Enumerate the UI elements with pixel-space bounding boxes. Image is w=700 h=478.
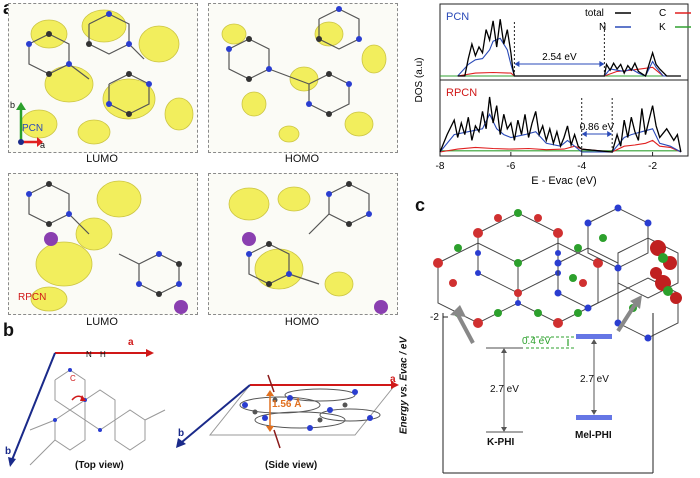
legend-label-c: C xyxy=(659,8,666,19)
atom-h-label: H xyxy=(100,350,106,359)
legend-label-total: total xyxy=(585,8,604,19)
dos-chart: -8 -6 -4 -2 E - Evac (eV) DOS (a.u) total C N K 2.… xyxy=(414,3,691,187)
legend-label-n: N xyxy=(599,22,606,33)
gap-arrowhead-right xyxy=(599,61,605,67)
panel-b-letter: b xyxy=(3,320,14,340)
energy-axis-label: Energy vs. Evac / eV xyxy=(398,336,410,435)
atom-c-label: C xyxy=(70,374,76,383)
side-axis-a-label: a xyxy=(390,374,396,385)
x-tick-label: -2 xyxy=(648,161,657,172)
dos-series-pcn-c xyxy=(457,66,681,77)
side-axis-b-label: b xyxy=(178,428,185,439)
axis-b-label: b xyxy=(10,100,16,110)
legend-label-k: K xyxy=(659,22,666,33)
energy-axis-label-wrap: Energy vs. Evac / eV xyxy=(394,310,410,470)
lumo-caption-top: LUMO xyxy=(86,153,118,165)
rpcn-lumo-structure xyxy=(8,173,198,315)
kphi-gap-label: 2.7 eV xyxy=(490,384,519,395)
panel-c-letter: c xyxy=(415,195,426,215)
panel-name-pcn: PCN xyxy=(446,11,469,23)
panel-name-rpcn: RPCN xyxy=(446,87,477,99)
offset-label: 0.4 eV xyxy=(522,336,551,347)
pcn-homo-isosurface xyxy=(221,6,387,143)
distance-label: 1.56 Å xyxy=(272,399,302,410)
gap-arrowhead-left xyxy=(514,61,520,67)
top-axis-a-label: a xyxy=(128,337,134,348)
top-view-caption: (Top view) xyxy=(75,460,124,471)
gap-arrowhead-right xyxy=(607,131,613,137)
x-tick-label: -8 xyxy=(436,161,445,172)
gap-arrowhead-left xyxy=(581,131,587,137)
gap-label-pcn: 2.54 eV xyxy=(542,52,577,63)
homo-caption-top: HOMO xyxy=(284,153,320,165)
pcn-lumo-isosurface xyxy=(20,9,194,145)
x-axis-label: E - Evac (eV) xyxy=(531,175,596,187)
top-view-diagram xyxy=(8,349,166,467)
side-view-diagram xyxy=(176,374,399,449)
dos-series-rpcn-c xyxy=(439,139,682,153)
melphi-structure xyxy=(554,204,682,342)
rpcn-homo-isosurface xyxy=(228,181,388,314)
dos-series-rpcn-total xyxy=(439,96,682,153)
axis-a-label: a xyxy=(40,140,46,150)
rpcn-lumo-isosurface xyxy=(26,180,188,314)
pcn-homo-structure xyxy=(208,3,398,153)
y-axis-label: DOS (a.u) xyxy=(414,57,425,102)
rpcn-tag: RPCN xyxy=(18,292,47,303)
melphi-gap-label: 2.7 eV xyxy=(580,374,609,385)
homo-caption-bottom: HOMO xyxy=(284,316,320,328)
top-axis-b-label: b xyxy=(5,446,12,457)
atom-n-label: N xyxy=(86,350,92,359)
pcn-lumo-structure xyxy=(8,3,198,153)
rpcn-homo-structure xyxy=(208,173,398,315)
side-view-caption: (Side view) xyxy=(265,460,318,471)
band-alignment-diagram xyxy=(433,204,682,474)
pcn-tag: PCN xyxy=(22,123,44,134)
x-tick-label: -4 xyxy=(577,161,586,172)
lattice-axes-icon xyxy=(16,102,43,147)
kphi-label: K-PHI xyxy=(487,437,515,448)
melphi-label: Mel-PHI xyxy=(575,430,612,441)
lumo-caption-bottom: LUMO xyxy=(86,316,118,328)
energy-tick-minus2: -2 xyxy=(430,312,439,323)
gap-label-rpcn: 0.86 eV xyxy=(580,122,615,133)
x-tick-label: -6 xyxy=(506,161,515,172)
